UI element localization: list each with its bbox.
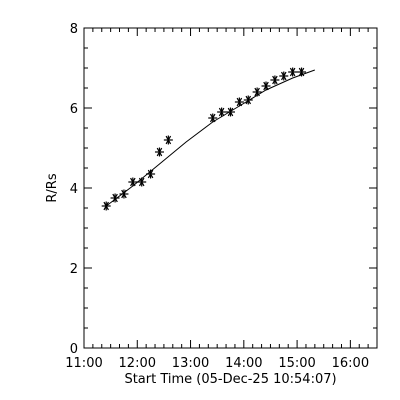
x-tick-label: 11:00 [65,356,102,371]
data-point [217,107,227,117]
y-tick-label: 2 [70,262,78,277]
x-tick-label: 14:00 [225,356,262,371]
y-tick-label: 4 [70,182,78,197]
data-point [279,71,289,81]
data-point [128,177,138,187]
data-point [101,201,111,211]
data-point [110,193,120,203]
data-point [270,75,280,85]
data-point [208,113,218,123]
y-tick-label: 8 [70,22,78,37]
x-axis-label: Start Time (05-Dec-25 10:54:07) [124,372,336,387]
data-point [234,97,244,107]
data-point [163,135,173,145]
data-point [137,177,147,187]
y-tick-label: 0 [70,342,78,357]
x-axis-ticks: 11:00 12:00 13:00 14:00 15:00 16:00 [65,28,378,371]
data-point [119,189,129,199]
x-tick-label: 13:00 [172,356,209,371]
data-points [101,67,307,211]
data-point [226,107,235,117]
y-axis-ticks: 0 2 4 6 8 [70,22,377,357]
x-tick-label: 12:00 [119,356,156,371]
data-point [146,169,156,179]
x-tick-label: 15:00 [278,356,315,371]
data-point [243,95,253,105]
y-tick-label: 6 [70,102,78,117]
data-point [154,147,164,157]
data-point [261,81,271,91]
data-point [297,67,307,77]
y-axis-label: R/Rs [45,173,60,202]
x-tick-label: 16:00 [332,356,369,371]
data-point [288,67,298,77]
data-point [252,87,262,97]
